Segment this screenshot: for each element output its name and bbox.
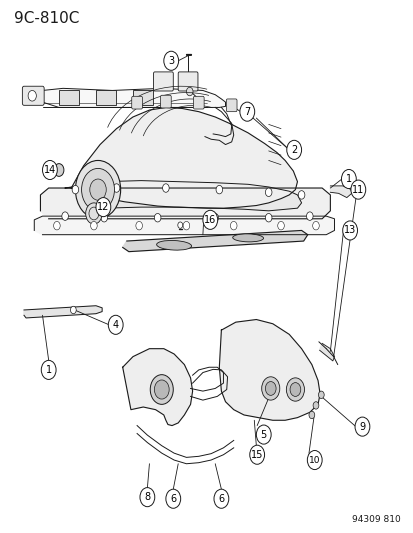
Circle shape	[318, 391, 323, 399]
Circle shape	[72, 185, 78, 194]
Text: 16: 16	[204, 215, 216, 225]
Circle shape	[154, 214, 161, 222]
Polygon shape	[330, 186, 352, 198]
Circle shape	[96, 198, 111, 216]
FancyBboxPatch shape	[193, 96, 204, 109]
Circle shape	[230, 221, 237, 230]
Circle shape	[342, 221, 357, 240]
Text: 13: 13	[343, 225, 355, 236]
Text: 14: 14	[44, 165, 56, 175]
Polygon shape	[30, 88, 225, 108]
Circle shape	[312, 221, 318, 230]
Polygon shape	[34, 216, 334, 235]
Circle shape	[308, 411, 314, 419]
Circle shape	[101, 214, 107, 222]
Polygon shape	[122, 349, 192, 425]
Circle shape	[350, 180, 365, 199]
Circle shape	[312, 402, 318, 409]
Text: 94309 810: 94309 810	[351, 515, 399, 523]
Text: 7: 7	[244, 107, 250, 117]
Circle shape	[70, 306, 76, 314]
Circle shape	[85, 203, 102, 224]
Polygon shape	[65, 181, 301, 211]
Circle shape	[214, 489, 228, 508]
FancyBboxPatch shape	[131, 96, 142, 109]
Circle shape	[211, 214, 218, 222]
Text: 1: 1	[45, 365, 52, 375]
Circle shape	[261, 377, 279, 400]
Circle shape	[239, 102, 254, 121]
Text: 8: 8	[144, 492, 150, 502]
FancyBboxPatch shape	[178, 72, 197, 91]
Circle shape	[265, 188, 271, 197]
Circle shape	[290, 383, 300, 397]
Circle shape	[54, 221, 60, 230]
Circle shape	[166, 489, 180, 508]
Circle shape	[183, 221, 189, 230]
Circle shape	[135, 221, 142, 230]
Circle shape	[90, 179, 106, 200]
Text: 1: 1	[345, 174, 351, 184]
Circle shape	[202, 211, 217, 229]
Polygon shape	[40, 188, 330, 219]
Text: 6: 6	[218, 494, 224, 504]
Ellipse shape	[232, 234, 263, 242]
Circle shape	[43, 160, 57, 180]
Polygon shape	[71, 108, 297, 208]
FancyBboxPatch shape	[22, 86, 44, 106]
Circle shape	[286, 140, 301, 159]
Circle shape	[162, 184, 169, 192]
Text: 9: 9	[358, 422, 365, 432]
Polygon shape	[319, 343, 334, 361]
Text: 9C-810C: 9C-810C	[14, 11, 79, 26]
Text: 6: 6	[170, 494, 176, 504]
Text: 5: 5	[260, 430, 266, 440]
Circle shape	[90, 221, 97, 230]
Text: 11: 11	[351, 184, 363, 195]
Circle shape	[306, 450, 321, 470]
Text: 3: 3	[168, 56, 174, 66]
Text: 15: 15	[250, 450, 263, 460]
Circle shape	[249, 445, 264, 464]
Circle shape	[28, 91, 36, 101]
FancyBboxPatch shape	[160, 95, 171, 108]
Circle shape	[354, 417, 369, 436]
Polygon shape	[122, 230, 307, 252]
Circle shape	[108, 316, 123, 334]
FancyBboxPatch shape	[153, 72, 173, 91]
FancyBboxPatch shape	[226, 99, 237, 112]
Circle shape	[54, 164, 64, 176]
Circle shape	[150, 375, 173, 405]
Circle shape	[113, 184, 119, 192]
Text: 10: 10	[308, 456, 320, 465]
Polygon shape	[24, 306, 102, 318]
Circle shape	[41, 360, 56, 379]
Circle shape	[256, 425, 271, 444]
Circle shape	[75, 160, 120, 219]
FancyBboxPatch shape	[133, 91, 152, 106]
Polygon shape	[219, 319, 319, 420]
Circle shape	[186, 87, 192, 96]
Circle shape	[140, 488, 154, 507]
Circle shape	[177, 222, 182, 228]
Circle shape	[286, 378, 304, 401]
Circle shape	[216, 185, 222, 194]
Circle shape	[298, 191, 304, 199]
Circle shape	[265, 382, 275, 395]
Circle shape	[164, 51, 178, 70]
Text: 2: 2	[290, 145, 297, 155]
Text: 4: 4	[112, 320, 119, 330]
Circle shape	[277, 221, 284, 230]
Circle shape	[62, 212, 68, 220]
FancyBboxPatch shape	[59, 91, 78, 106]
Circle shape	[81, 168, 114, 211]
Text: 12: 12	[97, 202, 109, 212]
Circle shape	[306, 212, 312, 220]
Circle shape	[265, 214, 271, 222]
Circle shape	[341, 169, 356, 189]
Circle shape	[154, 380, 169, 399]
FancyBboxPatch shape	[96, 91, 115, 106]
Ellipse shape	[156, 240, 191, 250]
